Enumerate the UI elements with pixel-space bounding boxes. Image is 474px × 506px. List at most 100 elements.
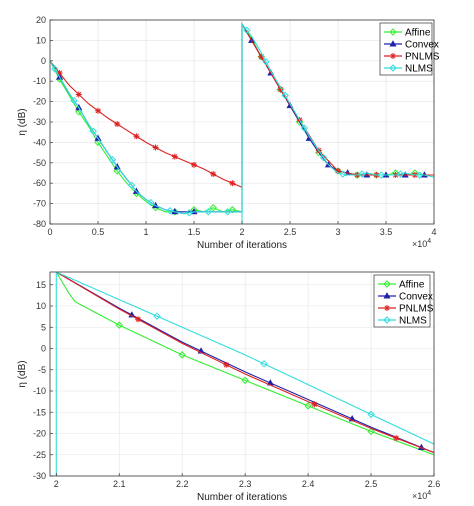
legend-label: Affine <box>405 28 431 39</box>
y-tick-label: -30 <box>33 117 46 127</box>
legend-entry-pnlms: PNLMS <box>384 52 440 63</box>
series-line-convex <box>56 271 434 454</box>
chart-top: 0 0.5 1 1.5 2 2.5 3 3.5 4 -80 -70 -60 -50 -40 -30 -20 -1… <box>17 15 440 251</box>
x-tick-label: 0 <box>47 227 52 237</box>
legend-marker <box>389 64 397 72</box>
legend-marker <box>389 28 397 36</box>
data-point <box>115 321 123 329</box>
y-tick-label: 15 <box>36 280 46 290</box>
data-point <box>335 167 341 174</box>
x-axis-label: Number of iterations <box>197 492 287 503</box>
legend-marker <box>389 40 397 47</box>
x-tick-label: 4 <box>431 227 436 237</box>
data-point <box>210 171 217 178</box>
x-tick-label: 2.1 <box>113 479 126 489</box>
x-tick-label: 2.5 <box>284 227 297 237</box>
legend-marker <box>383 316 391 324</box>
data-point <box>277 86 284 93</box>
legend-label: Affine <box>399 280 425 291</box>
data-point <box>262 58 270 66</box>
data-point <box>95 107 101 114</box>
data-point <box>260 360 268 368</box>
legend-label: Convex <box>399 292 433 303</box>
x-exponent-label: ×104 <box>412 490 431 501</box>
legend-label: NLMS <box>405 64 433 75</box>
data-point <box>229 180 236 187</box>
x-axis-label: Number of iterations <box>197 240 287 251</box>
y-tick-label: -40 <box>33 137 46 147</box>
series-nlms <box>55 271 434 476</box>
data-point <box>339 170 347 178</box>
data-point <box>89 127 97 135</box>
data-point <box>147 198 155 207</box>
y-tick-label: -80 <box>33 219 46 229</box>
y-tick-label: 0 <box>41 344 46 354</box>
data-point <box>133 133 140 140</box>
data-point <box>367 410 375 419</box>
x-tick-label: 2.3 <box>239 479 252 489</box>
x-tick-label: 2.4 <box>302 479 315 489</box>
x-tick-label: 2.6 <box>428 479 441 489</box>
data-point <box>304 402 312 410</box>
y-tick-label: -20 <box>33 97 46 107</box>
chart-bottom: 2 2.1 2.2 2.3 2.4 2.5 2.6 -30 -25 -20 -15 -10 -5 0 5 10… <box>17 271 441 503</box>
data-point <box>393 435 400 442</box>
data-point <box>319 153 328 162</box>
data-point <box>396 170 405 178</box>
y-tick-label: -30 <box>33 471 46 481</box>
y-tick-label: -20 <box>33 429 46 439</box>
data-point <box>51 65 59 73</box>
y-tick-label: -50 <box>33 158 46 168</box>
x-tick-label: 2.5 <box>365 479 378 489</box>
series-line-pnlms <box>56 271 434 454</box>
x-tick-label: 3.5 <box>380 227 393 237</box>
data-point <box>415 171 424 179</box>
legend-marker <box>384 305 390 311</box>
legend-marker <box>383 280 391 288</box>
data-point <box>127 181 136 189</box>
x-tick-label: 2.2 <box>176 479 189 489</box>
data-point <box>153 312 161 320</box>
y-tick-label: -60 <box>33 178 46 188</box>
x-tick-label: 0.5 <box>92 227 105 237</box>
data-point <box>75 91 82 98</box>
data-point <box>311 401 318 408</box>
y-tick-label: -5 <box>38 365 46 375</box>
y-axis-label: η (dB) <box>17 108 28 135</box>
x-tick-label: 1 <box>143 227 148 237</box>
legend-box <box>379 22 433 76</box>
y-tick-label: 20 <box>36 15 46 25</box>
legend-label: NLMS <box>399 316 427 327</box>
legend-entry-convex: Convex <box>384 40 439 51</box>
data-point <box>135 316 142 323</box>
legend-entry-affine: Affine <box>378 280 425 291</box>
series-line-affine <box>55 271 434 456</box>
data-point <box>114 121 121 128</box>
data-point <box>171 153 178 160</box>
legend-marker <box>383 292 391 299</box>
data-point <box>152 144 159 151</box>
legend-entry-affine: Affine <box>384 28 431 39</box>
data-point <box>300 124 309 132</box>
data-point <box>204 208 213 216</box>
data-point <box>358 170 366 178</box>
data-point <box>228 206 237 214</box>
x-tick-label: 3 <box>335 227 340 237</box>
legend-entry-convex: Convex <box>378 292 433 303</box>
plot-frame <box>49 271 435 477</box>
data-point <box>108 156 117 164</box>
legend-label: PNLMS <box>405 52 440 63</box>
x-exponent-label: ×104 <box>412 238 431 249</box>
y-tick-label: -70 <box>33 199 46 209</box>
data-point <box>281 91 289 100</box>
x-tick-label: 1.5 <box>188 227 201 237</box>
legend-entry-nlms: NLMS <box>378 316 427 327</box>
legend-marker <box>390 53 396 59</box>
y-tick-label: -10 <box>33 76 46 86</box>
y-tick-label: -15 <box>33 407 46 417</box>
data-point <box>128 311 136 318</box>
series-nlms <box>50 22 434 224</box>
y-axis-label: η (dB) <box>17 360 28 387</box>
